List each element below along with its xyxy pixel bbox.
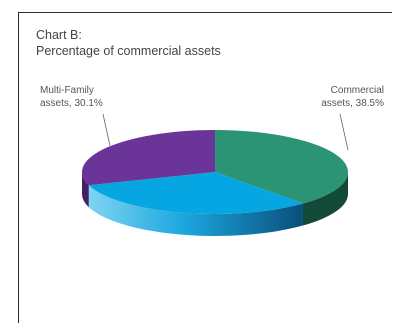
pie-slice-multifamily bbox=[82, 130, 215, 186]
pie-tops bbox=[82, 130, 349, 214]
leader-line-multifamily bbox=[102, 113, 111, 147]
slice-label-multifamily-line1: Multi-Family bbox=[40, 85, 94, 96]
slice-label-multifamily-line2: assets, 30.1% bbox=[40, 98, 103, 109]
label-leaders bbox=[102, 113, 349, 151]
chart-title: Chart B: bbox=[36, 28, 82, 42]
slice-label-commercial-line2: assets, 38.5% bbox=[321, 98, 384, 109]
leader-line-commercial bbox=[339, 113, 349, 151]
pie-slice-other bbox=[88, 172, 303, 214]
chart-subtitle: Percentage of commercial assets bbox=[36, 44, 221, 58]
pie-side-commercial bbox=[302, 172, 348, 226]
pie-side-other bbox=[88, 185, 303, 236]
pie-side-multifamily bbox=[82, 172, 89, 208]
pie-slice-commercial bbox=[215, 130, 349, 204]
pie-sides bbox=[82, 172, 348, 236]
chart-frame bbox=[18, 12, 392, 323]
slice-label-commercial-line1: Commercial bbox=[331, 85, 384, 96]
